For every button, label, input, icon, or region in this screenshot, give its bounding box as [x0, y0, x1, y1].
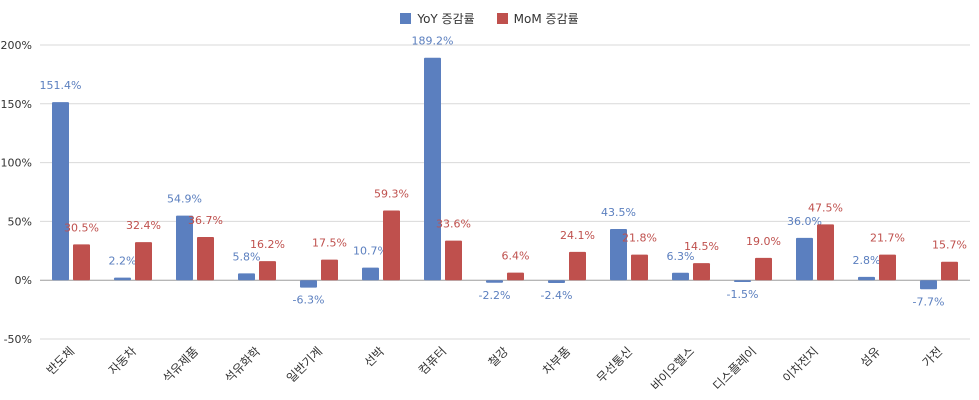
legend-label-mom: MoM 증감률 [513, 12, 579, 26]
data-label-mom: 21.7% [870, 232, 905, 245]
data-label-mom: 21.8% [622, 232, 657, 245]
data-label-yoy: 5.8% [233, 250, 261, 263]
data-label-yoy: 36.0% [787, 215, 822, 228]
data-label-yoy: 43.5% [601, 206, 636, 219]
x-tick-label: 석유화학 [222, 344, 263, 385]
data-label-mom: 15.7% [932, 239, 967, 252]
x-tick-label: 컴퓨터 [416, 344, 449, 377]
bar-yoy [300, 280, 317, 288]
bar-yoy [176, 215, 193, 281]
bar-mom [755, 257, 772, 281]
bar-yoy [610, 229, 627, 281]
x-tick-label: 선박 [362, 344, 388, 370]
data-label-yoy: -2.4% [541, 289, 573, 302]
data-label-mom: 6.4% [502, 250, 530, 263]
x-tick-label: 이차전지 [780, 344, 821, 385]
data-label-yoy: 2.8% [853, 254, 881, 267]
data-label-mom: 17.5% [312, 237, 347, 250]
chart-legend: YoY 증감률 MoM 증감률 [0, 10, 979, 27]
data-label-mom: 24.1% [560, 229, 595, 242]
bar-mom [73, 244, 90, 281]
data-label-mom: 16.2% [250, 238, 285, 251]
bar-yoy [920, 280, 937, 290]
bar-yoy [486, 280, 503, 283]
bar-mom [631, 254, 648, 281]
x-tick-label: 무선통신 [594, 344, 635, 385]
legend-swatch-yoy [400, 13, 412, 24]
data-label-mom: 36.7% [188, 214, 223, 227]
x-tick-label: 가전 [920, 344, 946, 370]
legend-swatch-mom [496, 13, 508, 24]
data-label-yoy: -6.3% [293, 294, 325, 307]
data-label-yoy: 6.3% [667, 250, 695, 263]
data-label-mom: 33.6% [436, 218, 471, 231]
bar-mom [135, 242, 152, 281]
data-label-mom: 47.5% [808, 201, 843, 214]
x-tick-label: 반도체 [44, 344, 77, 377]
x-tick-label: 디스플레이 [710, 344, 759, 393]
bar-yoy [796, 237, 813, 281]
legend-label-yoy: YoY 증감률 [417, 12, 475, 26]
data-label-yoy: 189.2% [412, 35, 454, 48]
bar-yoy [362, 267, 379, 281]
x-tick-label: 섬유 [858, 344, 884, 370]
y-tick-label: -50% [4, 333, 32, 346]
bar-yoy [52, 102, 69, 281]
data-label-mom: 32.4% [126, 219, 161, 232]
bar-mom [693, 263, 710, 281]
y-tick-label: 150% [1, 98, 32, 111]
bar-yoy [858, 276, 875, 281]
data-label-mom: 19.0% [746, 235, 781, 248]
bar-yoy [424, 57, 441, 281]
bar-mom [817, 224, 834, 281]
x-tick-label: 일반기계 [284, 344, 325, 385]
data-label-yoy: 10.7% [353, 245, 388, 258]
bar-yoy [114, 277, 131, 281]
data-label-yoy: 151.4% [40, 79, 82, 92]
bar-mom [569, 251, 586, 281]
data-label-yoy: 2.2% [109, 255, 137, 268]
bar-mom [259, 261, 276, 281]
data-label-yoy: -2.2% [479, 289, 511, 302]
data-label-yoy: 54.9% [167, 193, 202, 206]
x-tick-label: 석유제품 [160, 344, 201, 385]
bar-mom [321, 259, 338, 281]
y-tick-label: 200% [1, 39, 32, 52]
x-tick-label: 차부품 [540, 344, 573, 377]
data-label-mom: 14.5% [684, 240, 719, 253]
bar-mom [879, 254, 896, 281]
y-tick-label: 0% [15, 274, 32, 287]
x-tick-label: 자동차 [106, 344, 139, 377]
bar-mom [383, 210, 400, 281]
x-tick-label: 바이오헬스 [648, 344, 697, 393]
y-tick-label: 50% [8, 215, 32, 228]
x-tick-label: 철강 [486, 344, 512, 370]
bar-mom [197, 237, 214, 281]
y-tick-label: 100% [1, 157, 32, 170]
bar-yoy [734, 280, 751, 282]
bar-yoy [672, 272, 689, 281]
legend-item-yoy: YoY 증감률 [400, 10, 475, 27]
data-label-mom: 59.3% [374, 187, 409, 200]
data-label-yoy: -7.7% [913, 295, 945, 308]
legend-item-mom: MoM 증감률 [496, 10, 579, 27]
bar-mom [507, 272, 524, 281]
data-label-mom: 30.5% [64, 221, 99, 234]
bar-yoy [238, 273, 255, 281]
bar-mom [941, 261, 958, 281]
bar-mom [445, 240, 462, 281]
bar-yoy [548, 280, 565, 284]
data-label-yoy: -1.5% [727, 288, 759, 301]
